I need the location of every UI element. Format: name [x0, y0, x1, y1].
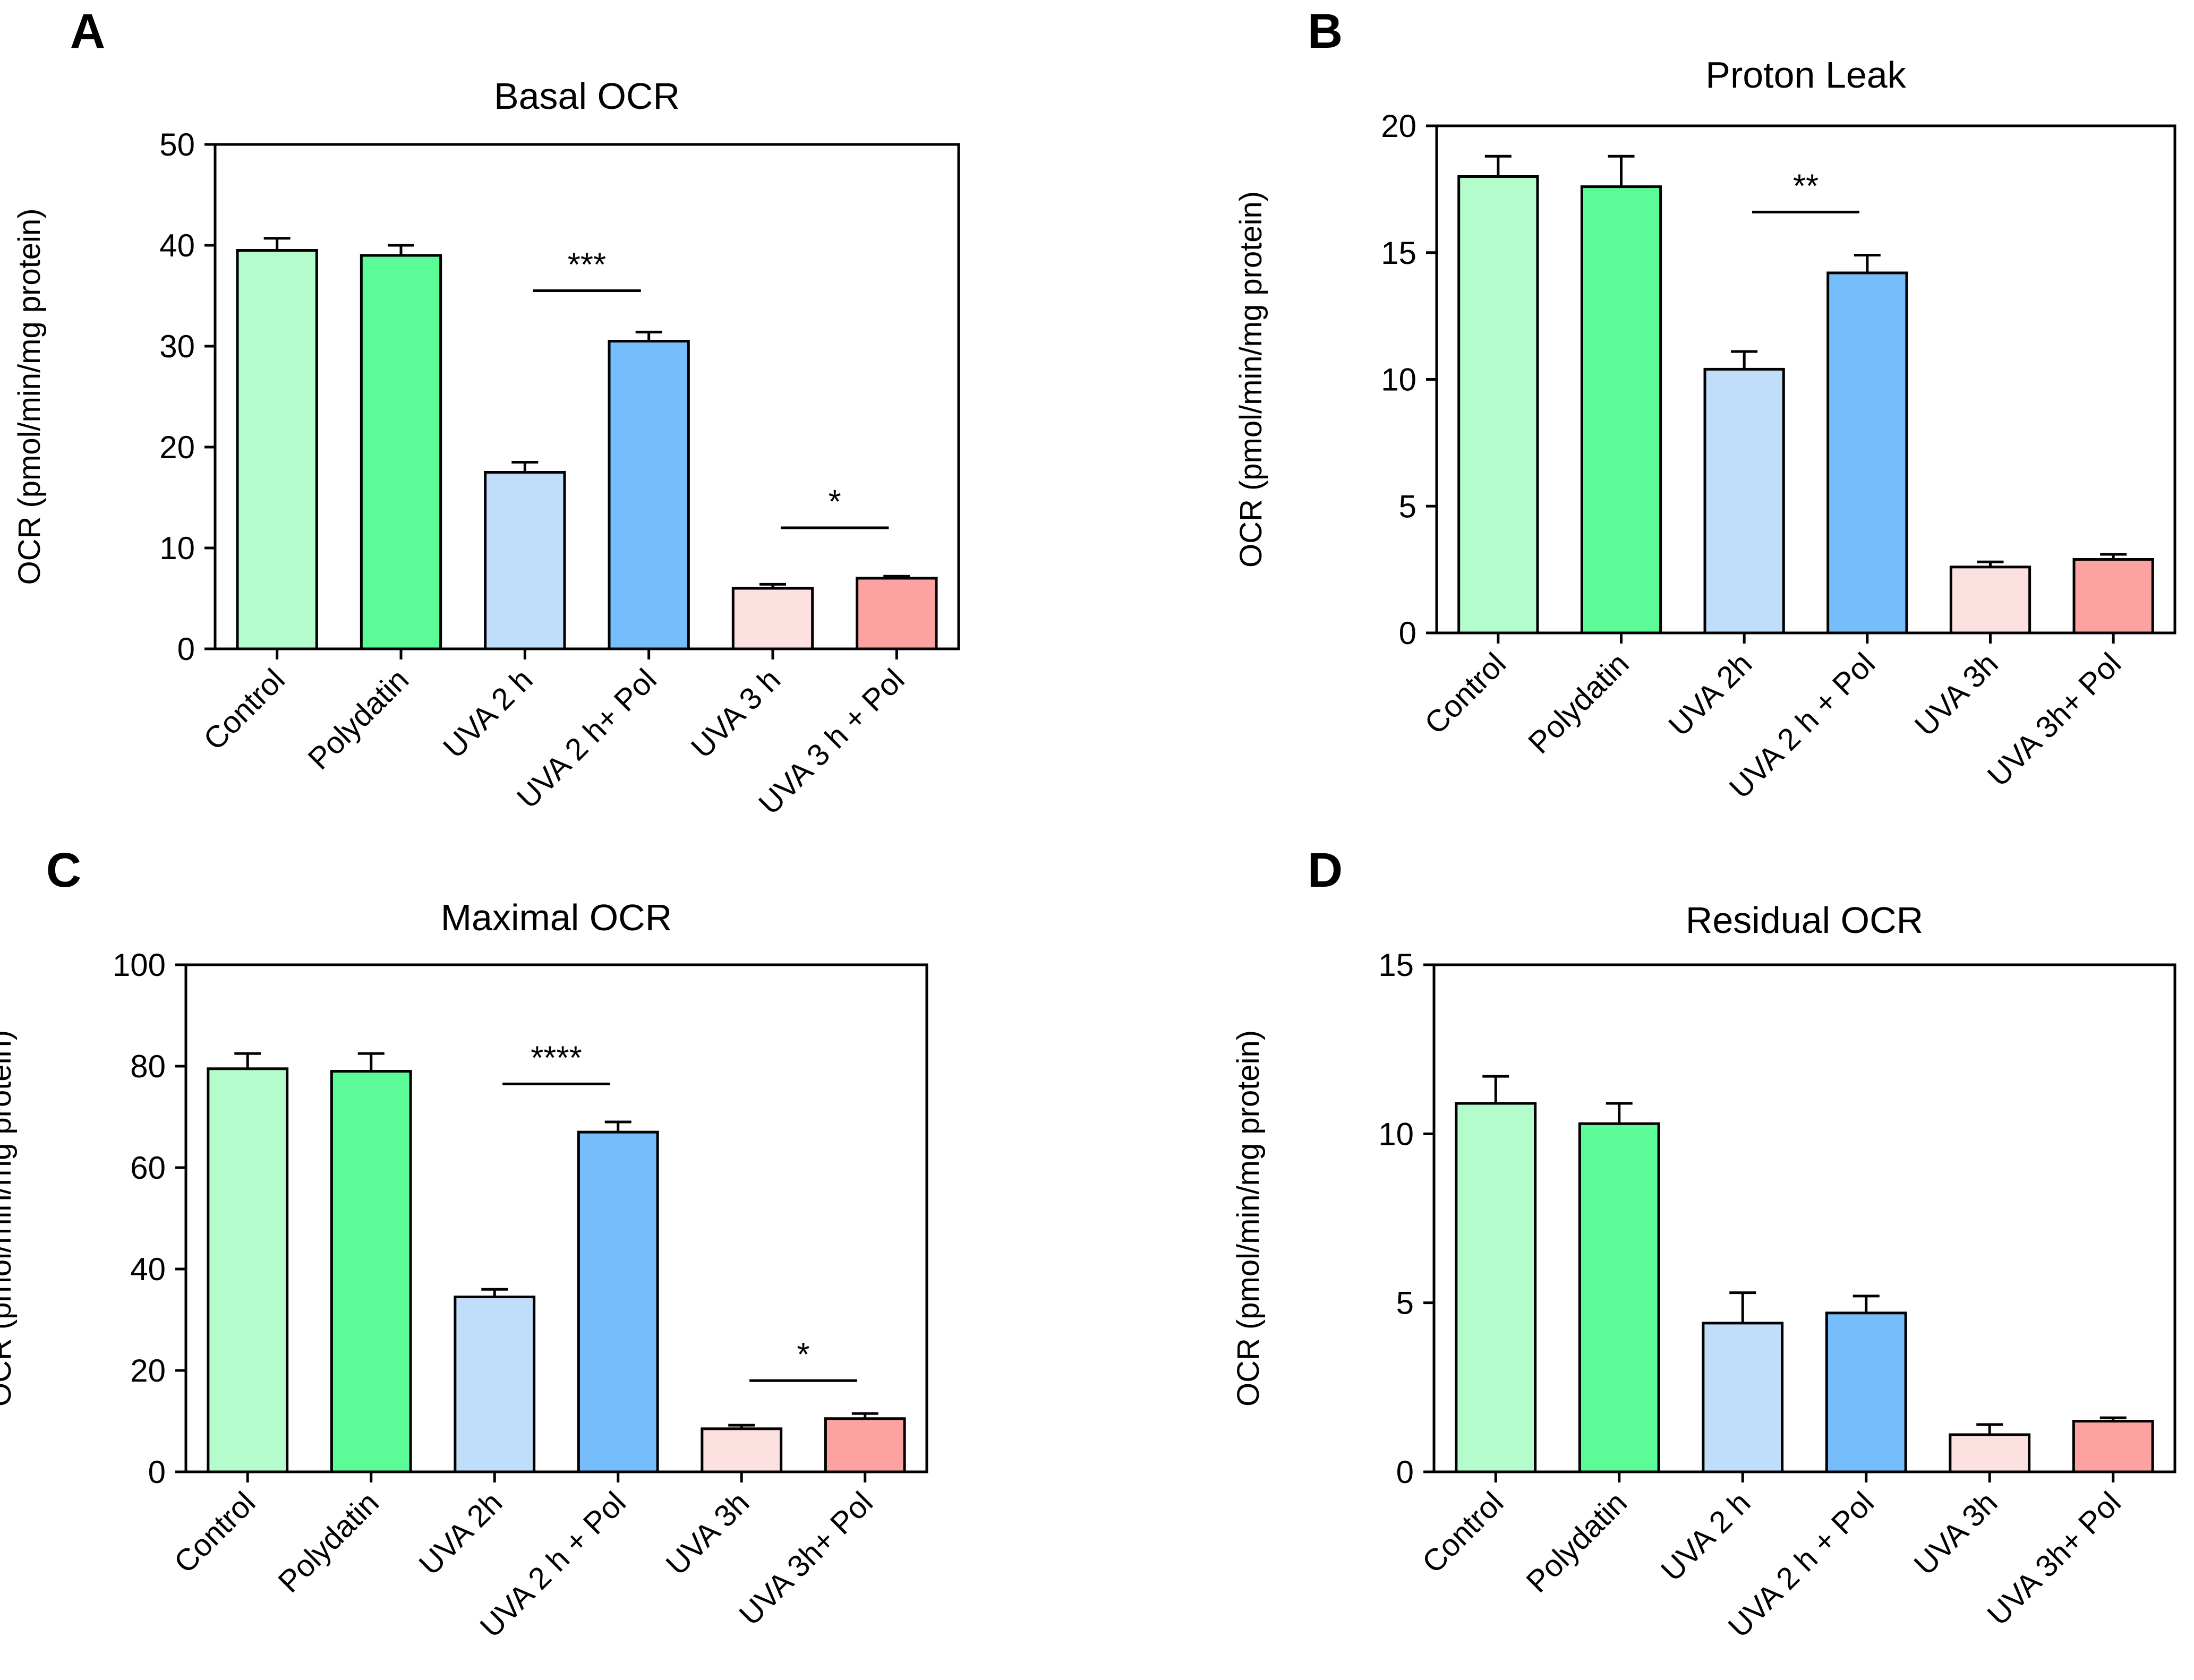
- bar: [454, 1296, 536, 1473]
- plot-frame: [1435, 124, 2176, 635]
- panel-letter: B: [1308, 4, 1343, 58]
- y-tick-label: 15: [1381, 235, 1416, 271]
- category-label: Polydatin: [1519, 1485, 1634, 1599]
- y-tick-label: 20: [159, 430, 195, 465]
- category-label: UVA 3h: [1908, 646, 2005, 743]
- y-tick-label: 80: [130, 1049, 166, 1084]
- bar: [608, 340, 690, 650]
- y-tick-label: 0: [148, 1454, 166, 1490]
- y-tick-label: 15: [1378, 947, 1414, 983]
- bar: [1703, 367, 1785, 635]
- chart-panel-b: B Proton Leak OCR (pmol/min/mg protein) 0 5 1…: [1234, 4, 2176, 805]
- y-axis-label: OCR (pmol/min/mg protein): [1234, 191, 1268, 568]
- plot-frame: [1432, 963, 2176, 1473]
- bar: [236, 249, 318, 650]
- bar: [2072, 1420, 2154, 1473]
- bar: [824, 1417, 906, 1473]
- category-label: UVA 3h: [1907, 1485, 2004, 1582]
- category-label: Polydatin: [271, 1485, 386, 1599]
- chart-title: Residual OCR: [1686, 899, 1923, 941]
- y-tick-label: 0: [1399, 615, 1416, 651]
- category-label: Control: [1415, 1485, 1510, 1580]
- bar: [1826, 271, 1908, 635]
- bar: [1702, 1322, 1784, 1473]
- bar: [1825, 1312, 1907, 1473]
- bar: [484, 471, 566, 650]
- category-label: UVA 3 h: [685, 662, 787, 765]
- y-tick-label: 100: [113, 947, 166, 983]
- y-tick-label: 5: [1399, 488, 1416, 524]
- y-tick-label: 0: [1396, 1454, 1414, 1490]
- category-label: UVA 3h+ Pol: [732, 1485, 880, 1632]
- panel-letter: C: [46, 843, 81, 897]
- category-label: Control: [167, 1485, 262, 1580]
- category-label: UVA 2h: [412, 1485, 509, 1582]
- category-label: UVA 3h: [659, 1485, 756, 1582]
- chart-panel-c: C Maximal OCR OCR (pmol/min/mg protein) 0 20…: [0, 843, 928, 1644]
- chart-panel-d: D Residual OCR OCR (pmol/min/mg protein) 0 5…: [1231, 843, 2176, 1644]
- bar: [577, 1130, 659, 1473]
- panel-letter: A: [70, 4, 105, 58]
- bar: [1578, 1122, 1660, 1473]
- bar: [701, 1427, 783, 1473]
- y-tick-label: 10: [159, 530, 195, 566]
- significance-label: *: [797, 1336, 809, 1373]
- bar: [360, 254, 442, 650]
- y-tick-label: 50: [159, 127, 195, 162]
- significance-label: **: [1793, 168, 1819, 204]
- bar: [1949, 565, 2031, 635]
- y-tick-label: 10: [1381, 362, 1416, 398]
- chart-title: Maximal OCR: [441, 897, 672, 938]
- y-tick-label: 40: [159, 228, 195, 263]
- y-tick-label: 20: [130, 1353, 166, 1388]
- panel-letter: D: [1308, 843, 1343, 897]
- significance-label: ****: [531, 1040, 582, 1076]
- category-label: Polydatin: [1522, 646, 1636, 760]
- plot-frame: [214, 143, 960, 650]
- category-label: Polydatin: [302, 662, 416, 776]
- y-tick-label: 0: [177, 631, 195, 667]
- plot-frame: [184, 963, 928, 1473]
- significance-label: ***: [568, 247, 606, 284]
- bar: [856, 577, 938, 650]
- bar: [1457, 175, 1539, 635]
- bar: [2072, 558, 2154, 635]
- category-label: UVA 2h: [1662, 646, 1758, 743]
- bar: [1455, 1102, 1537, 1473]
- y-tick-label: 60: [130, 1150, 166, 1186]
- bar: [207, 1067, 289, 1473]
- y-tick-label: 5: [1396, 1285, 1414, 1321]
- y-axis-label: OCR (pmol/min/mg protein): [12, 208, 47, 585]
- category-label: UVA 3h+ Pol: [1980, 1485, 2128, 1632]
- y-tick-label: 20: [1381, 108, 1416, 144]
- bar: [731, 587, 814, 650]
- chart-panel-a: A Basal OCR OCR (pmol/min/mg protein) 0 10 20…: [12, 4, 960, 821]
- chart-title: Proton Leak: [1705, 54, 1906, 96]
- y-axis-label: OCR (pmol/min/mg protein): [1231, 1030, 1266, 1407]
- bar: [1949, 1433, 2031, 1473]
- category-label: Control: [197, 662, 292, 757]
- significance-label: *: [829, 484, 841, 520]
- y-tick-label: 30: [159, 329, 195, 364]
- category-label: UVA 2 h: [437, 662, 539, 765]
- bar: [1580, 185, 1662, 635]
- category-label: UVA 3h+ Pol: [1981, 646, 2128, 793]
- category-label: Control: [1418, 646, 1513, 741]
- y-tick-label: 40: [130, 1252, 166, 1287]
- bar: [330, 1070, 412, 1473]
- chart-title: Basal OCR: [494, 75, 680, 117]
- y-tick-label: 10: [1378, 1116, 1414, 1152]
- y-axis-label: OCR (pmol/min/mg protein): [0, 1030, 18, 1407]
- category-label: UVA 2 h: [1654, 1485, 1757, 1588]
